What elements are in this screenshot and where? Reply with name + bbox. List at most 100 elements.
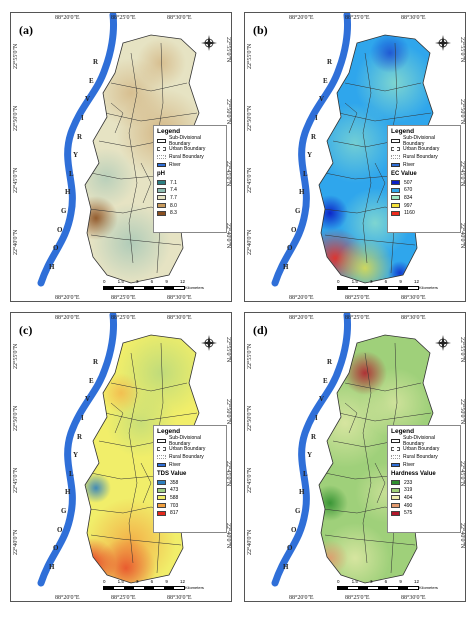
- value-class-label: 1160: [404, 210, 415, 217]
- river-name-letter: L: [303, 169, 308, 178]
- longitude-label-bottom: 88°20'0"E: [289, 595, 314, 601]
- value-class: 817: [157, 509, 223, 517]
- scale-tick-label: 0: [103, 579, 106, 584]
- value-class-label: 997: [404, 202, 413, 209]
- river-name-letter: R: [77, 432, 83, 441]
- scale-unit: Kilometers: [185, 285, 204, 290]
- legend-item: River: [391, 161, 457, 168]
- river-name-letter: V: [319, 95, 325, 104]
- value-class: 7.7: [157, 194, 223, 202]
- legend-item-label: Urban Boundary: [403, 445, 440, 452]
- longitude-label-bottom: 88°25'0"E: [111, 295, 136, 301]
- latitude-label-left: 22°40'0"N: [13, 229, 19, 255]
- value-zone: [85, 473, 111, 503]
- river-name-letter: H: [283, 563, 289, 571]
- river-name-letter: L: [69, 469, 74, 478]
- river-name-letter: V: [85, 95, 91, 104]
- legend-swatch: [157, 446, 166, 451]
- value-zone: [319, 540, 348, 576]
- subdivision-boundary: [344, 402, 358, 434]
- subdivision-boundary: [110, 102, 124, 134]
- map-panel: (b) 88°20'0"E 88°25'0"E 88°30'0"E 88°20'0"E 8…: [244, 12, 466, 302]
- scale-tick-label: 6: [384, 279, 388, 284]
- longitude-label-bottom: 88°30'0"E: [401, 295, 426, 301]
- river-name-letter: E: [89, 76, 94, 85]
- scale-bar-graphic: [103, 586, 185, 590]
- value-legend-title: TDS Value: [157, 471, 187, 477]
- legend-item: River: [157, 461, 223, 468]
- latitude-label-left: 22°40'0"N: [247, 529, 253, 555]
- legend-swatch: [391, 454, 400, 459]
- study-area-outline: [84, 34, 200, 284]
- scale-tick-label: 0: [103, 279, 106, 284]
- river-name-letter: R: [77, 132, 83, 141]
- latitude-label-left: 22°50'0"N: [13, 405, 19, 431]
- value-zone: [136, 38, 186, 88]
- longitude-label-bottom: 88°25'0"E: [111, 595, 136, 601]
- map-panel: (d) 88°20'0"E 88°25'0"E 88°30'0"E 88°20'0"E 8…: [244, 312, 466, 602]
- value-legend-title: Hardness Value: [391, 471, 436, 477]
- longitude-label-bottom: 88°20'0"E: [289, 295, 314, 301]
- legend-item: Urban Boundary: [391, 445, 457, 452]
- legend-title: Legend: [391, 428, 415, 435]
- panel-label: (b): [253, 23, 268, 37]
- legend-swatch: [157, 438, 166, 443]
- legend-item: Sub-Divisional Boundary: [157, 135, 223, 147]
- river-name-letter: Y: [307, 451, 313, 460]
- longitude-label-bottom: 88°20'0"E: [55, 295, 80, 301]
- river-name-letter: O: [57, 525, 63, 534]
- value-swatch: [391, 203, 400, 209]
- legend-title: Legend: [157, 128, 181, 135]
- scale-bar: 0 1.5 3 6 9 12 Kilometers: [103, 579, 204, 593]
- value-swatch: [391, 195, 400, 201]
- scale-tick-label: 9: [399, 279, 402, 284]
- value-class: 473: [157, 487, 223, 495]
- latitude-label-left: 22°45'0"N: [247, 467, 253, 493]
- map-legend: Legend Sub-Divisional Boundary Urban Bound…: [387, 125, 461, 233]
- scale-tick-label: 1.5: [117, 279, 124, 284]
- hooghly-river: [37, 13, 117, 287]
- value-class-label: 7.7: [170, 194, 177, 201]
- scale-bar: 0 1.5 3 6 9 12 Kilometers: [103, 279, 204, 293]
- latitude-label-left: 22°45'0"N: [247, 167, 253, 193]
- latitude-label-left: 22°50'0"N: [247, 405, 253, 431]
- longitude-label-top: 88°20'0"E: [289, 315, 314, 321]
- river-name-letter: H: [65, 188, 71, 197]
- value-class-label: 575: [404, 510, 413, 517]
- legend-item: Rural Boundary: [157, 153, 223, 160]
- value-class: 233: [391, 479, 457, 487]
- value-swatch: [391, 510, 400, 516]
- legend-item: Urban Boundary: [157, 445, 223, 452]
- scale-bar-graphic: [337, 586, 419, 590]
- latitude-label-left: 22°40'0"N: [13, 529, 19, 555]
- scale-tick-label: 3: [136, 279, 139, 284]
- river-name-letter: R: [327, 58, 333, 66]
- river-name-letter: O: [53, 244, 59, 253]
- value-class: 8.3: [157, 209, 223, 217]
- river-name-letter: H: [65, 488, 71, 497]
- legend-item: Rural Boundary: [391, 153, 457, 160]
- value-class-label: 703: [170, 502, 179, 509]
- subdivision-boundary: [104, 112, 198, 122]
- scale-tick-label: 6: [150, 279, 154, 284]
- river-name-letter: I: [315, 413, 318, 422]
- river-name-letter: R: [311, 132, 317, 141]
- scale-tick-label: 3: [370, 279, 373, 284]
- legend-item-label: Rural Boundary: [403, 453, 438, 460]
- river-name-letter: L: [303, 469, 308, 478]
- value-class-label: 233: [404, 479, 413, 486]
- latitude-label-left: 22°50'0"N: [13, 105, 19, 131]
- river-name-letter: O: [57, 225, 63, 234]
- value-class-label: 473: [170, 487, 179, 494]
- legend-item-label: River: [403, 461, 415, 468]
- legend-item-label: Sub-Divisional Boundary: [169, 434, 201, 447]
- panel-label: (c): [19, 323, 33, 337]
- value-class-label: 834: [404, 194, 413, 201]
- scale-tick-label: 3: [370, 579, 373, 584]
- subdivision-boundary: [110, 402, 124, 434]
- legend-item-label: Urban Boundary: [403, 145, 440, 152]
- river-name-letter: H: [49, 263, 55, 271]
- legend-swatch: [391, 138, 400, 143]
- river-name-letter: R: [93, 58, 99, 66]
- longitude-label-top: 88°30'0"E: [167, 15, 192, 21]
